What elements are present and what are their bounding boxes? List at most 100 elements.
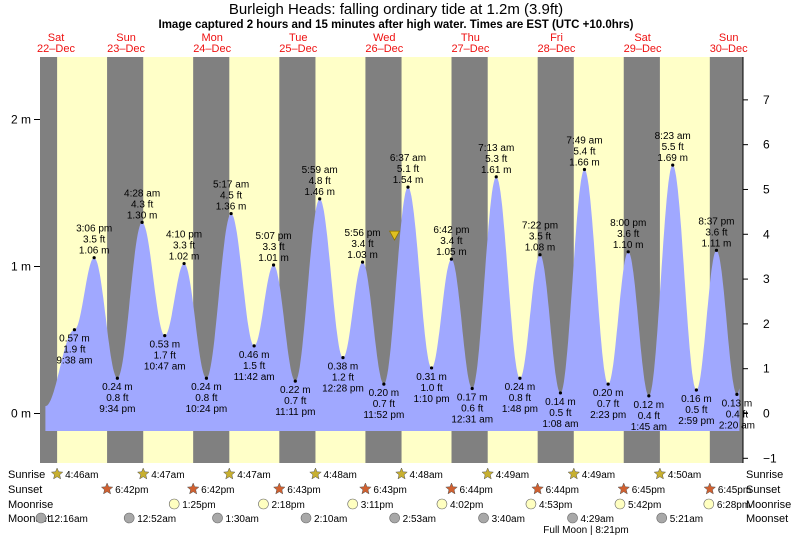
- tide-label: 7:22 pm: [522, 221, 558, 232]
- tide-label: 5.1 ft: [397, 164, 419, 175]
- tide-label: 1.30 m: [127, 210, 158, 221]
- tide-point: [449, 257, 453, 261]
- sunset-time: 6:43pm: [373, 485, 406, 496]
- tide-label: 6:42 pm: [433, 225, 469, 236]
- tide-label: 9:38 am: [56, 356, 92, 367]
- tide-label: 0.46 m: [239, 350, 270, 361]
- moonrise-icon: [258, 498, 269, 510]
- tide-point: [606, 382, 610, 386]
- tide-label: 0.7 ft: [373, 399, 395, 410]
- tide-label: 0.7 ft: [284, 396, 306, 407]
- tide-label: 1:10 pm: [413, 394, 449, 405]
- tide-label: 1.5 ft: [243, 361, 265, 372]
- tide-label: 1.2 ft: [332, 373, 354, 384]
- sunrise-time: 4:50am: [668, 470, 701, 481]
- moonset-row-label-right: Moonset: [746, 513, 788, 525]
- tide-label: 0.4 ft: [726, 409, 748, 420]
- tide-label: 5:59 am: [302, 165, 338, 176]
- tide-label: 5.3 ft: [485, 154, 507, 165]
- sunset-time: 6:42pm: [201, 485, 234, 496]
- moonrise-time: 4:53pm: [539, 500, 572, 511]
- right-axis-tick-label: 6: [763, 138, 770, 152]
- tide-label: 11:11 pm: [275, 407, 315, 418]
- tide-point: [341, 356, 345, 360]
- sunrise-time: 4:49am: [582, 470, 615, 481]
- sunrise-icon: [395, 467, 408, 480]
- tide-label: 3.4 ft: [351, 239, 373, 250]
- tide-point: [271, 263, 276, 267]
- sunrise-time: 4:47am: [237, 470, 270, 481]
- right-axis-tick-label: 0: [763, 407, 770, 421]
- tide-label: 2:23 pm: [590, 410, 626, 421]
- tide-label: 2:20 am: [719, 420, 755, 431]
- sunrise-time: 4:46am: [65, 470, 98, 481]
- sunset-time: 6:44pm: [546, 485, 579, 496]
- current-level-marker: [388, 230, 401, 241]
- tide-point: [72, 328, 77, 332]
- tide-label: 6:37 am: [390, 153, 426, 164]
- sunrise-time: 4:49am: [496, 470, 529, 481]
- moonrise-icon: [168, 498, 180, 510]
- tide-label: 0.14 m: [545, 397, 576, 408]
- sunset-icon: [445, 482, 458, 495]
- tide-label: 4.3 ft: [131, 199, 153, 210]
- tide-label: 0.5 ft: [685, 405, 707, 416]
- day-name-label: Sat: [48, 32, 65, 44]
- tide-label: 1.0 ft: [420, 383, 442, 394]
- tide-label: 1.46 m: [304, 187, 335, 198]
- sunrise-row-label: Sunrise: [8, 469, 45, 481]
- tide-label: 10:47 am: [144, 362, 186, 373]
- tide-label: 4.8 ft: [309, 176, 331, 187]
- tide-point: [714, 248, 719, 252]
- tide-label: 0.8 ft: [106, 393, 128, 404]
- moonset-time: 3:40am: [492, 514, 525, 525]
- moonrise-row-label: Moonrise: [8, 499, 53, 511]
- moonset-icon: [35, 512, 47, 524]
- sunset-time: 6:43pm: [287, 485, 320, 496]
- day-date-label: 23–Dec: [107, 43, 145, 55]
- sunset-time: 6:45pm: [632, 485, 665, 496]
- tide-point: [735, 392, 739, 396]
- tide-label: 0.22 m: [280, 385, 311, 396]
- day-date-label: 29–Dec: [624, 43, 662, 55]
- tide-point: [115, 376, 119, 380]
- tide-label: 4:10 pm: [166, 230, 202, 241]
- tide-label: 3.3 ft: [173, 241, 195, 252]
- moonset-icon: [478, 512, 489, 524]
- tide-point: [671, 163, 675, 167]
- day-name-label: Thu: [461, 32, 480, 44]
- day-name-label: Tue: [289, 32, 308, 44]
- tide-label: 0.8 ft: [195, 393, 217, 404]
- sunset-icon: [272, 482, 286, 495]
- day-date-label: 30–Dec: [710, 43, 748, 55]
- tide-label: 1.01 m: [258, 253, 289, 264]
- tide-label: 1.10 m: [613, 240, 644, 251]
- night-band: [40, 57, 58, 463]
- day-name-label: Fri: [550, 32, 563, 44]
- tide-point: [140, 220, 144, 224]
- right-axis-tick-label: 4: [763, 227, 770, 241]
- moonrise-time: 2:18pm: [271, 500, 304, 511]
- tide-label: 0.20 m: [369, 388, 400, 399]
- tide-point: [647, 394, 651, 398]
- tide-label: 12:28 pm: [322, 384, 364, 395]
- axes: 0 m 1 m 2 m −1 0 1 2 3 4 5 6 7: [11, 57, 777, 465]
- plot-area: 0.57 m1.9 ft9:38 am3:06 pm3.5 ft1.06 m0.…: [40, 57, 755, 463]
- tide-label: 1.08 m: [525, 243, 556, 254]
- full-moon-label: Full Moon | 8:21pm: [543, 525, 628, 536]
- tide-point: [626, 250, 630, 254]
- tide-label: 0.53 m: [149, 340, 180, 351]
- moonrise-time: 3:11pm: [361, 500, 394, 511]
- sunset-icon: [359, 482, 372, 495]
- tide-label: 3:06 pm: [76, 224, 112, 235]
- tide-point: [694, 388, 698, 392]
- moonrise-icon: [614, 498, 626, 510]
- tide-label: 3.4 ft: [440, 236, 462, 247]
- tide-point: [429, 366, 434, 370]
- moonset-time: 2:53am: [403, 514, 436, 525]
- tide-point: [293, 379, 297, 383]
- tide-label: 9:34 pm: [99, 404, 135, 415]
- tide-point: [470, 386, 474, 391]
- sunrise-icon: [222, 467, 236, 480]
- left-axis-tick-label: 2 m: [11, 113, 31, 127]
